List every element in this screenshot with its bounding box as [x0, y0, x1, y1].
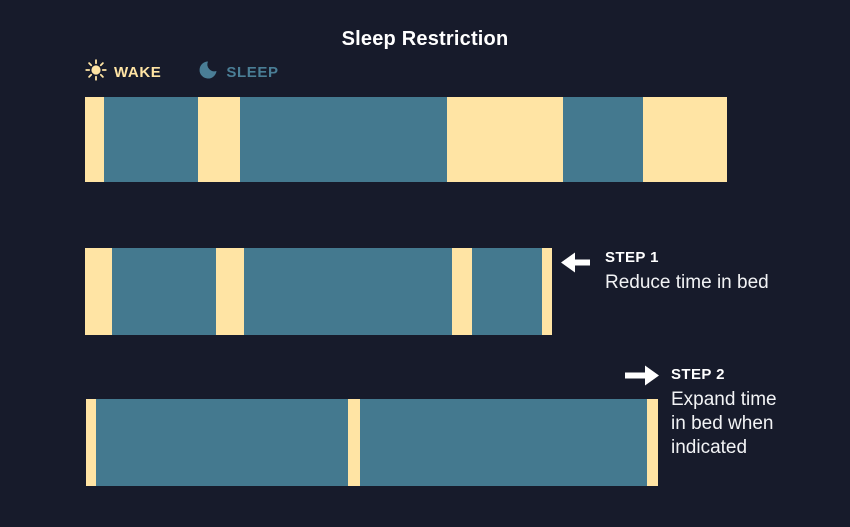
sleep-segment	[112, 248, 216, 335]
wake-segment	[348, 399, 360, 486]
wake-segment	[85, 97, 104, 182]
step2-description-line2: in bed when	[671, 413, 774, 434]
wake-segment	[85, 248, 112, 335]
wake-segment	[643, 97, 727, 182]
legend-sleep-label: SLEEP	[226, 63, 279, 81]
sleep-segment	[563, 97, 643, 182]
left-arrow-icon	[561, 252, 591, 278]
step1-annotation: STEP 1 Reduce time in bed	[605, 249, 769, 295]
moon-icon	[199, 60, 219, 85]
sun-icon	[85, 58, 107, 86]
legend-wake-label: WAKE	[114, 63, 162, 81]
step1-label: STEP 1	[605, 249, 659, 266]
wake-segment	[447, 97, 563, 182]
sleep-segment	[360, 399, 647, 486]
step2-description-line1: Expand time	[671, 389, 777, 410]
step2-description-line3: indicated	[671, 437, 748, 458]
step2-label: STEP 2	[671, 366, 725, 383]
sleep-segment	[244, 248, 452, 335]
wake-segment	[86, 399, 96, 486]
step1-sleep-bar	[85, 248, 552, 335]
legend-item-sleep: SLEEP	[199, 60, 278, 85]
wake-segment	[542, 248, 552, 335]
step2-annotation: STEP 2 Expand time in bed when indicated	[671, 366, 777, 460]
wake-segment	[647, 399, 658, 486]
step1-description: Reduce time in bed	[605, 272, 769, 293]
legend: WAKE SLEEP	[85, 58, 279, 86]
wake-segment	[198, 97, 240, 182]
sleep-segment	[104, 97, 198, 182]
wake-segment	[452, 248, 472, 335]
sleep-segment	[240, 97, 447, 182]
right-arrow-icon	[625, 365, 659, 391]
wake-segment	[216, 248, 244, 335]
page-title: Sleep Restriction	[341, 28, 509, 50]
sleep-segment	[96, 399, 348, 486]
step2-sleep-bar	[86, 399, 658, 486]
sleep-segment	[472, 248, 542, 335]
baseline-sleep-bar	[85, 97, 727, 182]
legend-item-wake: WAKE	[85, 58, 162, 86]
